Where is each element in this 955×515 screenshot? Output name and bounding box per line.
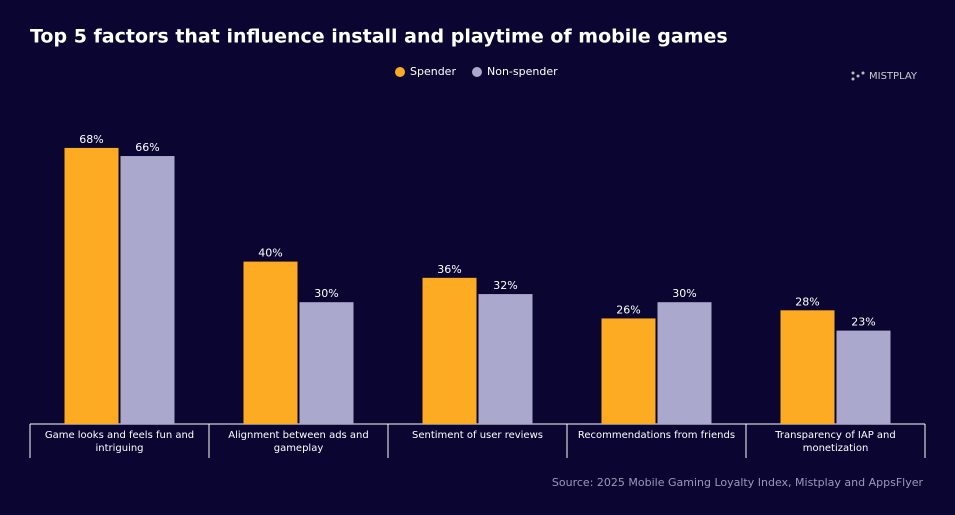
bar bbox=[478, 294, 533, 424]
logo-dot bbox=[851, 71, 855, 75]
data-label: 30% bbox=[672, 287, 696, 300]
data-label: 26% bbox=[616, 303, 640, 316]
chart-title: Top 5 factors that influence install and… bbox=[30, 26, 728, 48]
data-label: 40% bbox=[258, 247, 282, 260]
legend-label: Non-spender bbox=[487, 65, 558, 78]
x-tick-label: Sentiment of user reviews bbox=[412, 430, 543, 441]
data-label: 23% bbox=[851, 316, 875, 329]
bar bbox=[601, 318, 656, 424]
bar bbox=[836, 330, 891, 424]
bar bbox=[299, 302, 354, 424]
legend-label: Spender bbox=[410, 65, 456, 78]
data-label: 28% bbox=[795, 295, 819, 308]
data-label: 66% bbox=[135, 141, 159, 154]
legend-swatch bbox=[395, 67, 405, 77]
data-label: 30% bbox=[314, 287, 338, 300]
data-label: 32% bbox=[493, 279, 517, 292]
x-tick-label: Recommendations from friends bbox=[577, 430, 736, 441]
x-tick-label: Alignment between ads and gameplay bbox=[228, 430, 369, 454]
x-tick-label: Transparency of IAP and monetization bbox=[775, 430, 896, 454]
data-label: 68% bbox=[79, 133, 103, 146]
bar bbox=[422, 277, 477, 424]
logo: MISTPLAY bbox=[851, 71, 918, 82]
bar bbox=[780, 310, 835, 424]
x-tick-label: Game looks and feels fun and intriguing bbox=[44, 430, 195, 454]
logo-dot bbox=[861, 71, 865, 75]
data-label: 36% bbox=[437, 263, 461, 276]
logo-text: MISTPLAY bbox=[869, 71, 918, 82]
logo-dot bbox=[856, 74, 860, 78]
logo-dot bbox=[851, 77, 855, 81]
bar bbox=[120, 156, 175, 425]
source-note: Source: 2025 Mobile Gaming Loyalty Index… bbox=[552, 476, 924, 489]
bar bbox=[64, 147, 119, 425]
bar bbox=[657, 302, 712, 424]
legend-swatch bbox=[471, 67, 482, 77]
bar bbox=[243, 261, 298, 424]
